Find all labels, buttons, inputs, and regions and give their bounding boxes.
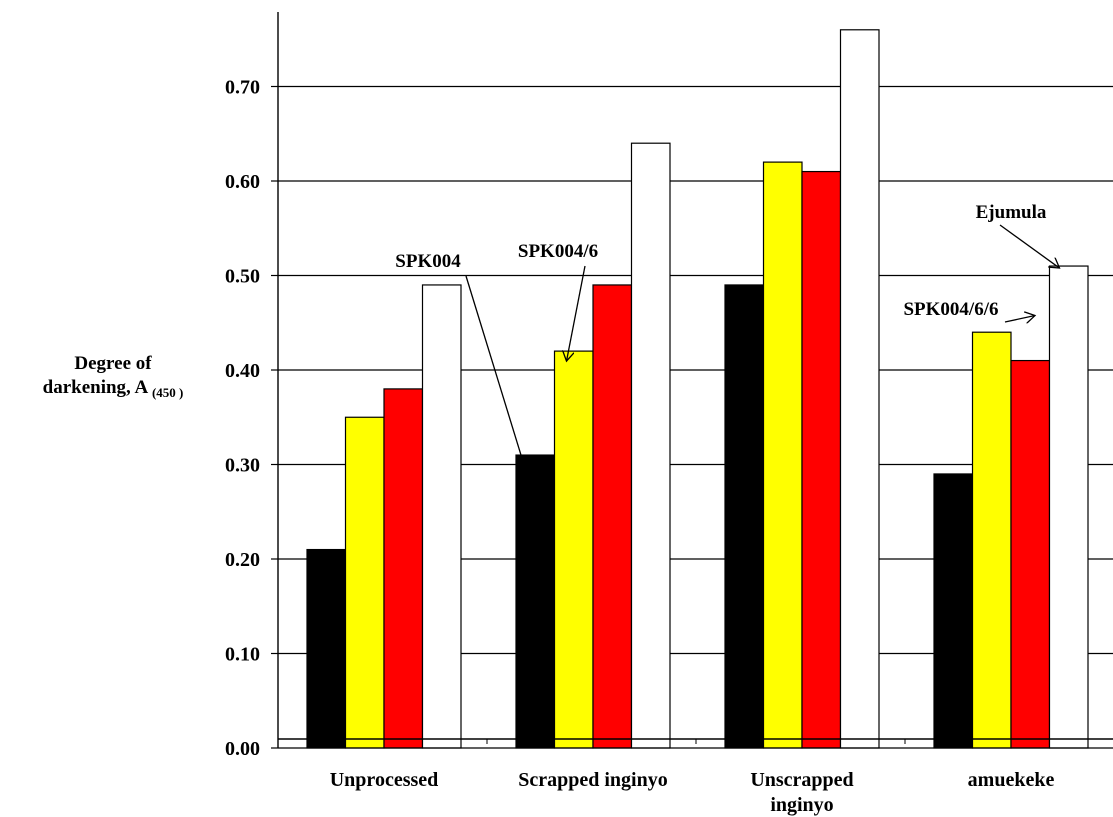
- bar: [971, 331, 1012, 749]
- x-tick-label: amuekeke: [968, 769, 1055, 791]
- bar: [553, 350, 594, 749]
- y-tick-label: 0.20: [225, 549, 260, 571]
- y-axis-title-subscript: (450 ): [151, 385, 184, 400]
- bars: [306, 29, 1089, 749]
- series-annotations: SPK004 SPK004/6 SPK004/6/6 Ejumula: [395, 202, 1060, 456]
- bar: [933, 473, 974, 749]
- bar: [724, 284, 765, 749]
- y-tick-label: 0.70: [225, 77, 260, 99]
- bar: [515, 454, 556, 749]
- tick-labels: 0.00 0.10 0.20 0.30 0.40 0.50 0.60 0.70 Unproces…: [225, 77, 1054, 817]
- y-tick-label: 0.50: [225, 266, 260, 288]
- x-tick-label: Unprocessed: [330, 769, 439, 791]
- bar: [630, 142, 671, 749]
- y-axis-title-line1: Degree of: [74, 353, 152, 374]
- y-tick-label: 0.40: [225, 360, 260, 382]
- bar: [592, 284, 633, 749]
- y-tick-label: 0.60: [225, 171, 260, 193]
- y-tick-label: 0.00: [225, 738, 260, 760]
- bar: [1010, 359, 1051, 749]
- bar: [344, 416, 385, 749]
- x-tick-label: inginyo: [770, 794, 833, 816]
- annotation-arrow: [999, 224, 1060, 268]
- bar: [383, 388, 424, 749]
- bar: [421, 284, 462, 749]
- annotation-arrow: [1004, 316, 1035, 322]
- bar: [1048, 265, 1089, 749]
- y-axis-title-line2: darkening, A: [42, 377, 148, 398]
- series-label: SPK004: [395, 251, 461, 272]
- series-label: SPK004/6: [518, 241, 598, 262]
- series-label: Ejumula: [976, 202, 1047, 223]
- series-label: SPK004/6/6: [903, 299, 998, 320]
- y-tick-label: 0.30: [225, 455, 260, 477]
- x-tick-label: Scrapped inginyo: [518, 769, 667, 791]
- annotation-arrow: [465, 275, 522, 456]
- bar: [762, 161, 803, 749]
- bar: [801, 170, 842, 749]
- bar: [306, 548, 347, 749]
- annotation-arrow: [567, 265, 586, 361]
- y-axis-title: Degree of darkening, A (450 ): [18, 352, 208, 405]
- x-tick-label: Unscrapped: [750, 769, 853, 791]
- bar: [839, 29, 880, 749]
- y-tick-label: 0.10: [225, 644, 260, 666]
- axes: [271, 12, 1113, 749]
